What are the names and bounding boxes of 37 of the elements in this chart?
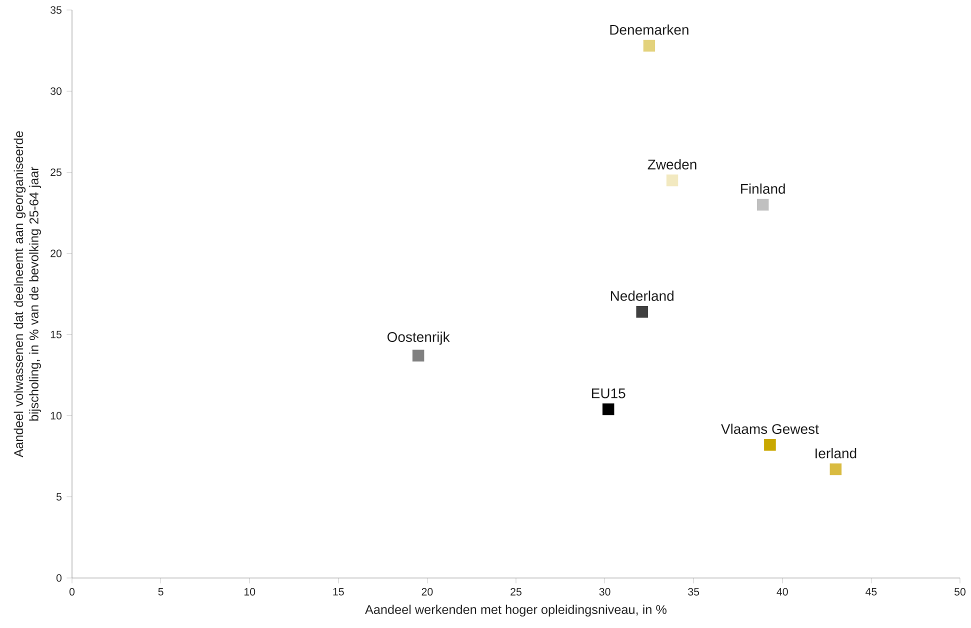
- series-label: Vlaams Gewest: [721, 424, 819, 434]
- y-tick-label: 10: [50, 412, 62, 420]
- x-tick-label: 45: [866, 588, 877, 596]
- x-tick-label: 5: [158, 588, 164, 596]
- point: [830, 463, 842, 476]
- series-label: Oostenrijk: [387, 332, 450, 345]
- y-axis-title: Aandeel volwassenen dat deelneemt aan georganiseerde bijscholing, in % van de bevolking 25-64 jaar: [14, 131, 41, 458]
- y-tick-label: 30: [50, 87, 62, 95]
- point: [412, 350, 424, 362]
- x-tick-label: 30: [599, 588, 610, 596]
- point: [756, 198, 769, 211]
- y-tick-label: 15: [50, 330, 62, 338]
- y-tick-label: 20: [50, 250, 62, 258]
- x-tick-label: 25: [510, 588, 522, 596]
- series-label: Zweden: [648, 159, 696, 170]
- series-label: Denemarken: [610, 24, 688, 35]
- point: [666, 174, 678, 186]
- series-label: EU15: [592, 388, 626, 398]
- point: [602, 403, 614, 416]
- series-label: Finland: [741, 184, 785, 194]
- x-tick-label: 15: [333, 588, 344, 596]
- point: [636, 306, 648, 318]
- x-tick-label: 20: [422, 588, 433, 596]
- x-axis-title: Aandeel werkenden met hoger opleidingsniveau, in %: [364, 604, 667, 617]
- x-tick-label: 50: [954, 588, 966, 596]
- y-tick-label: 5: [56, 493, 62, 501]
- point: [764, 439, 776, 451]
- point: [643, 40, 656, 52]
- x-tick-label: 40: [776, 588, 788, 596]
- y-tick-label: 25: [50, 168, 62, 176]
- y-tick-label: 35: [50, 6, 62, 14]
- y-tick-label: 0: [56, 574, 62, 582]
- x-tick-label: 10: [244, 588, 256, 596]
- series-label: Nederland: [610, 290, 674, 301]
- x-tick-label: 0: [69, 588, 75, 596]
- series-label: Ierland: [816, 448, 856, 458]
- x-tick-label: 35: [688, 588, 700, 596]
